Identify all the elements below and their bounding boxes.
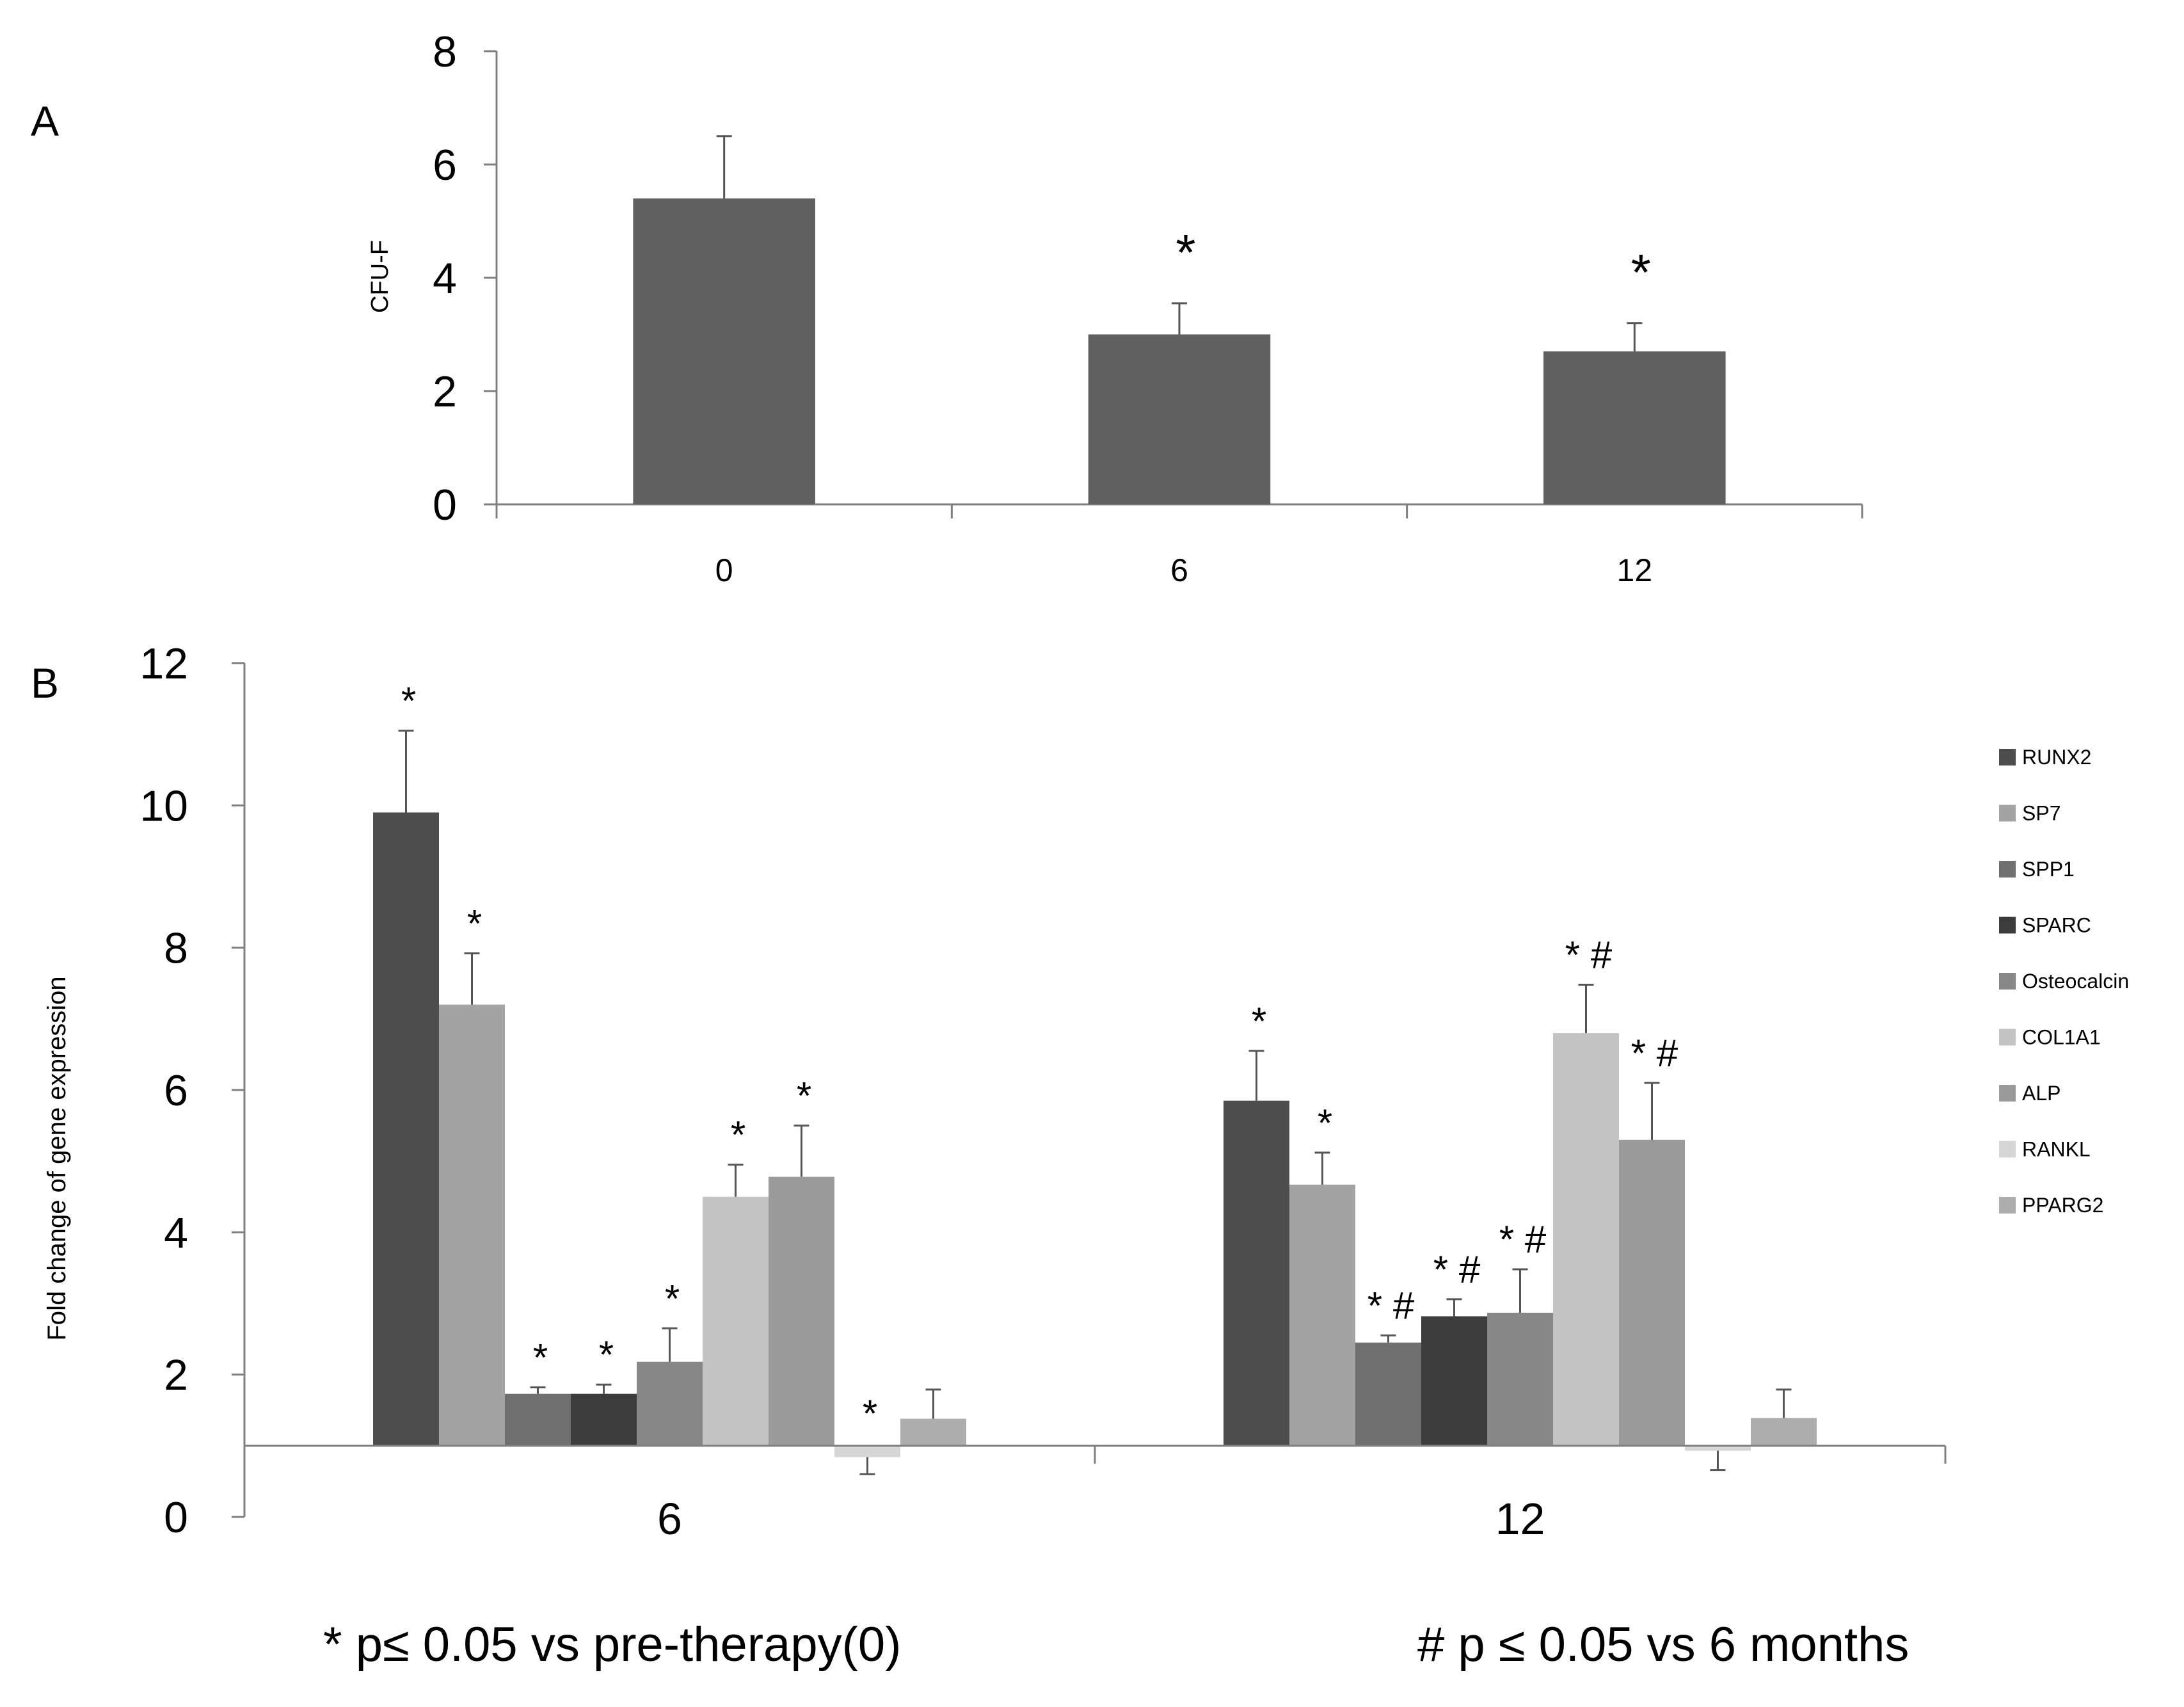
chart-b-bar <box>1224 1100 1289 1446</box>
chart-b-ylabel: Fold change of gene expression <box>43 976 71 1340</box>
chart-b-legend-swatch <box>1999 1141 2016 1158</box>
chart-b-significance-marker: * <box>1318 1102 1332 1144</box>
chart-b-legend-label: PPARG2 <box>2022 1194 2103 1217</box>
chart-b-bar <box>637 1361 703 1446</box>
chart-b: Fold change of gene expression 0 2 4 6 8 10 12… <box>43 639 2129 1544</box>
chart-b-bar <box>1421 1316 1487 1446</box>
chart-b-legend-label: SPARC <box>2022 914 2091 937</box>
chart-a-y-tick-label: 8 <box>433 28 457 76</box>
chart-b-legend-swatch <box>1999 805 2016 822</box>
chart-a-significance-marker: * <box>1631 244 1651 301</box>
chart-b-bar <box>1619 1139 1685 1446</box>
chart-b-significance-marker: * <box>731 1114 745 1157</box>
chart-b-y-tick-label: 6 <box>164 1066 188 1115</box>
chart-a-y-tick-label: 4 <box>433 254 457 303</box>
chart-b-bar <box>1355 1342 1421 1446</box>
chart-b-significance-marker: * <box>863 1392 877 1435</box>
chart-a-y-tick-label: 2 <box>433 367 457 416</box>
chart-b-y-tick-label: 4 <box>164 1208 188 1257</box>
chart-b-x-tick-label: 6 <box>657 1494 682 1544</box>
chart-a: CFU-F 0 2 4 6 8 0 * 6 * 12 <box>367 28 1863 588</box>
chart-b-bar <box>1685 1445 1751 1451</box>
chart-b-x-tick-label: 12 <box>1495 1494 1545 1544</box>
chart-a-y-tick-label: 6 <box>433 141 457 189</box>
chart-a-x-tick-label: 0 <box>715 552 733 588</box>
footnote-star: * p≤ 0.05 vs pre-therapy(0) <box>323 1617 901 1672</box>
chart-b-significance-marker: * <box>599 1333 614 1376</box>
chart-b-significance-marker: * # <box>1367 1285 1415 1327</box>
chart-b-legend-swatch <box>1999 973 2016 990</box>
panel-a-label: A <box>31 97 59 145</box>
chart-b-significance-marker: * <box>401 680 416 723</box>
chart-b-legend-swatch <box>1999 1029 2016 1046</box>
chart-b-legend-label: RANKL <box>2022 1138 2091 1161</box>
panel-b-label: B <box>31 659 59 707</box>
chart-b-bar <box>900 1418 966 1446</box>
chart-b-bar <box>769 1176 834 1446</box>
chart-b-y-tick-label: 12 <box>139 639 188 688</box>
chart-b-significance-marker: * <box>533 1336 548 1379</box>
chart-b-bar <box>373 812 439 1446</box>
chart-b-significance-marker: * <box>797 1075 811 1118</box>
chart-b-legend-label: COL1A1 <box>2022 1026 2101 1049</box>
chart-b-significance-marker: * # <box>1565 933 1613 976</box>
chart-a-y-tick-label: 0 <box>433 481 457 529</box>
chart-a-x-tick-label: 6 <box>1170 552 1188 588</box>
chart-a-bar <box>633 198 815 504</box>
chart-b-significance-marker: * # <box>1499 1218 1547 1261</box>
chart-b-bar <box>834 1445 900 1457</box>
chart-b-y-tick-label: 2 <box>164 1351 188 1400</box>
chart-b-legend-label: RUNX2 <box>2022 746 2091 769</box>
chart-b-bar <box>1553 1033 1619 1446</box>
chart-b-legend-swatch <box>1999 917 2016 934</box>
chart-b-significance-marker: * # <box>1631 1032 1678 1075</box>
chart-b-y-tick-label: 0 <box>164 1493 188 1542</box>
chart-a-bar <box>1088 334 1271 504</box>
chart-b-legend-swatch <box>1999 861 2016 878</box>
chart-b-bar <box>1289 1184 1355 1446</box>
chart-a-significance-marker: * <box>1176 224 1195 281</box>
footnote-hash: # p ≤ 0.05 vs 6 months <box>1417 1617 1909 1672</box>
chart-a-ylabel: CFU-F <box>367 240 394 313</box>
chart-b-legend-label: SPP1 <box>2022 858 2075 881</box>
chart-b-bar <box>703 1196 769 1446</box>
chart-b-legend-label: ALP <box>2022 1082 2060 1105</box>
chart-b-legend-label: Osteocalcin <box>2022 970 2129 993</box>
chart-b-y-tick-label: 8 <box>164 924 188 973</box>
chart-b-significance-marker: * <box>1252 1000 1266 1043</box>
chart-b-significance-marker: * <box>665 1277 680 1320</box>
chart-b-bar <box>1751 1418 1817 1446</box>
chart-b-legend-swatch <box>1999 1085 2016 1102</box>
chart-b-bar <box>439 1004 505 1446</box>
chart-b-bar <box>1487 1312 1553 1446</box>
chart-b-bar <box>505 1393 571 1446</box>
chart-b-legend-swatch <box>1999 749 2016 765</box>
chart-b-y-tick-label: 10 <box>139 781 188 830</box>
chart-b-significance-marker: * # <box>1433 1248 1481 1291</box>
chart-a-bar <box>1543 351 1726 504</box>
chart-b-bar <box>571 1393 637 1446</box>
chart-b-significance-marker: * <box>467 902 482 945</box>
chart-a-x-tick-label: 12 <box>1617 552 1653 588</box>
chart-b-legend-label: SP7 <box>2022 802 2060 825</box>
chart-b-legend-swatch <box>1999 1197 2016 1214</box>
